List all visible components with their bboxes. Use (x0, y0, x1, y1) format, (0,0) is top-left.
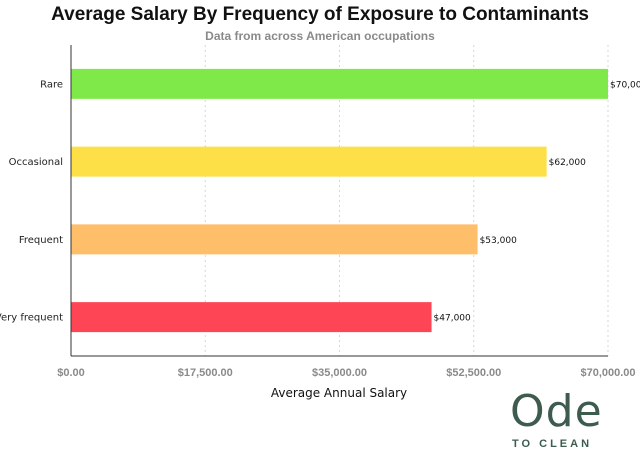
chart-subtitle: Data from across American occupations (205, 29, 435, 43)
bar (71, 146, 547, 177)
bars (71, 68, 608, 333)
category-label: Frequent (19, 235, 63, 246)
logo-tagline: TO CLEAN (512, 438, 593, 450)
category-label: Occasional (9, 157, 63, 168)
bar (71, 68, 608, 99)
x-axis-title: Average Annual Salary (271, 386, 407, 400)
chart-title: Average Salary By Frequency of Exposure … (51, 4, 589, 25)
axes: $0.00 $17,500.00 $35,000.00 $52,500.00 $70,0… (0, 45, 640, 379)
value-label: $70,000 (610, 80, 640, 90)
x-tick-label: $70,000.00 (580, 367, 635, 379)
value-label: $53,000 (480, 236, 517, 246)
x-tick-label: $0.00 (57, 367, 85, 379)
x-tick-label: $35,000.00 (312, 367, 367, 379)
x-tick-label: $52,500.00 (446, 367, 501, 379)
category-label: Very frequent (0, 313, 63, 324)
bar (71, 302, 432, 333)
value-label: $62,000 (549, 158, 586, 168)
value-label: $47,000 (434, 314, 471, 324)
category-label: Rare (40, 79, 63, 90)
brand-logo: Ode TO CLEAN (496, 386, 626, 456)
logo-wordmark: Ode (510, 386, 603, 437)
x-tick-label: $17,500.00 (178, 367, 233, 379)
bar (71, 224, 478, 255)
